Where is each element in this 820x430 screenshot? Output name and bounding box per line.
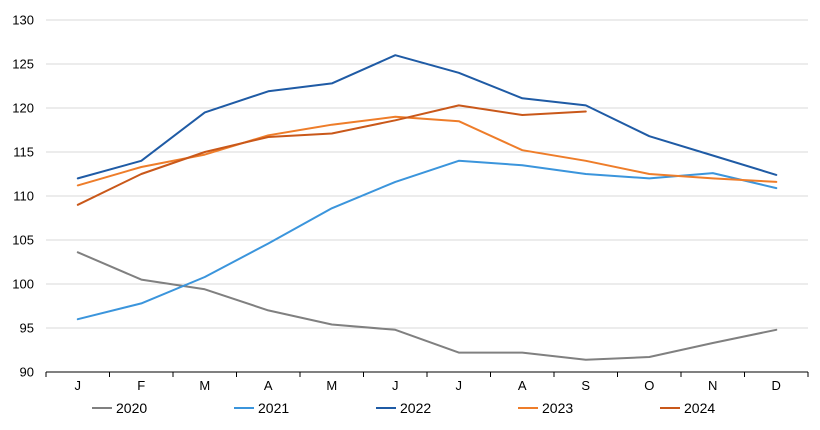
series-line-2024 [76,104,587,206]
y-tick-label: 100 [12,277,34,292]
y-tick-label: 105 [12,233,34,248]
legend-label: 2022 [400,400,431,416]
x-tick-label: J [75,378,82,393]
series-line-2021 [76,159,778,321]
legend: 2020 2021 2022 2023 2024 [92,400,715,416]
x-tick-label: F [137,378,145,393]
series-line-2020 [76,251,778,361]
y-tick-label: 95 [20,321,34,336]
legend-label: 2024 [684,400,715,416]
x-tick-label: D [772,378,781,393]
legend-item-2024: 2024 [660,400,715,416]
legend-label: 2021 [258,400,289,416]
x-tick-label: M [326,378,337,393]
x-tick-label: A [518,378,527,393]
x-tick-label: N [708,378,717,393]
x-tick-label: M [199,378,210,393]
y-tick-label: 90 [20,365,34,380]
series-lines [76,54,778,361]
legend-item-2022: 2022 [376,400,431,416]
x-tick-label: O [644,378,654,393]
legend-label: 2020 [116,400,147,416]
y-tick-label: 120 [12,101,34,116]
x-tick-label: J [456,378,463,393]
axes: 90 95 100 105 110 115 120 125 130 J F M A M J J A S O N D [12,13,809,393]
series-line-2022 [76,54,778,180]
x-tick-label: A [264,378,273,393]
legend-item-2021: 2021 [234,400,289,416]
x-tick-label: S [581,378,590,393]
legend-item-2023: 2023 [518,400,573,416]
y-tick-label: 125 [12,57,34,72]
legend-item-2020: 2020 [92,400,147,416]
series-line-2023 [76,115,778,187]
y-tick-label: 110 [13,189,34,204]
y-tick-label: 130 [12,13,34,28]
x-tick-label: J [392,378,399,393]
y-tick-label: 115 [13,145,34,160]
legend-label: 2023 [542,400,573,416]
